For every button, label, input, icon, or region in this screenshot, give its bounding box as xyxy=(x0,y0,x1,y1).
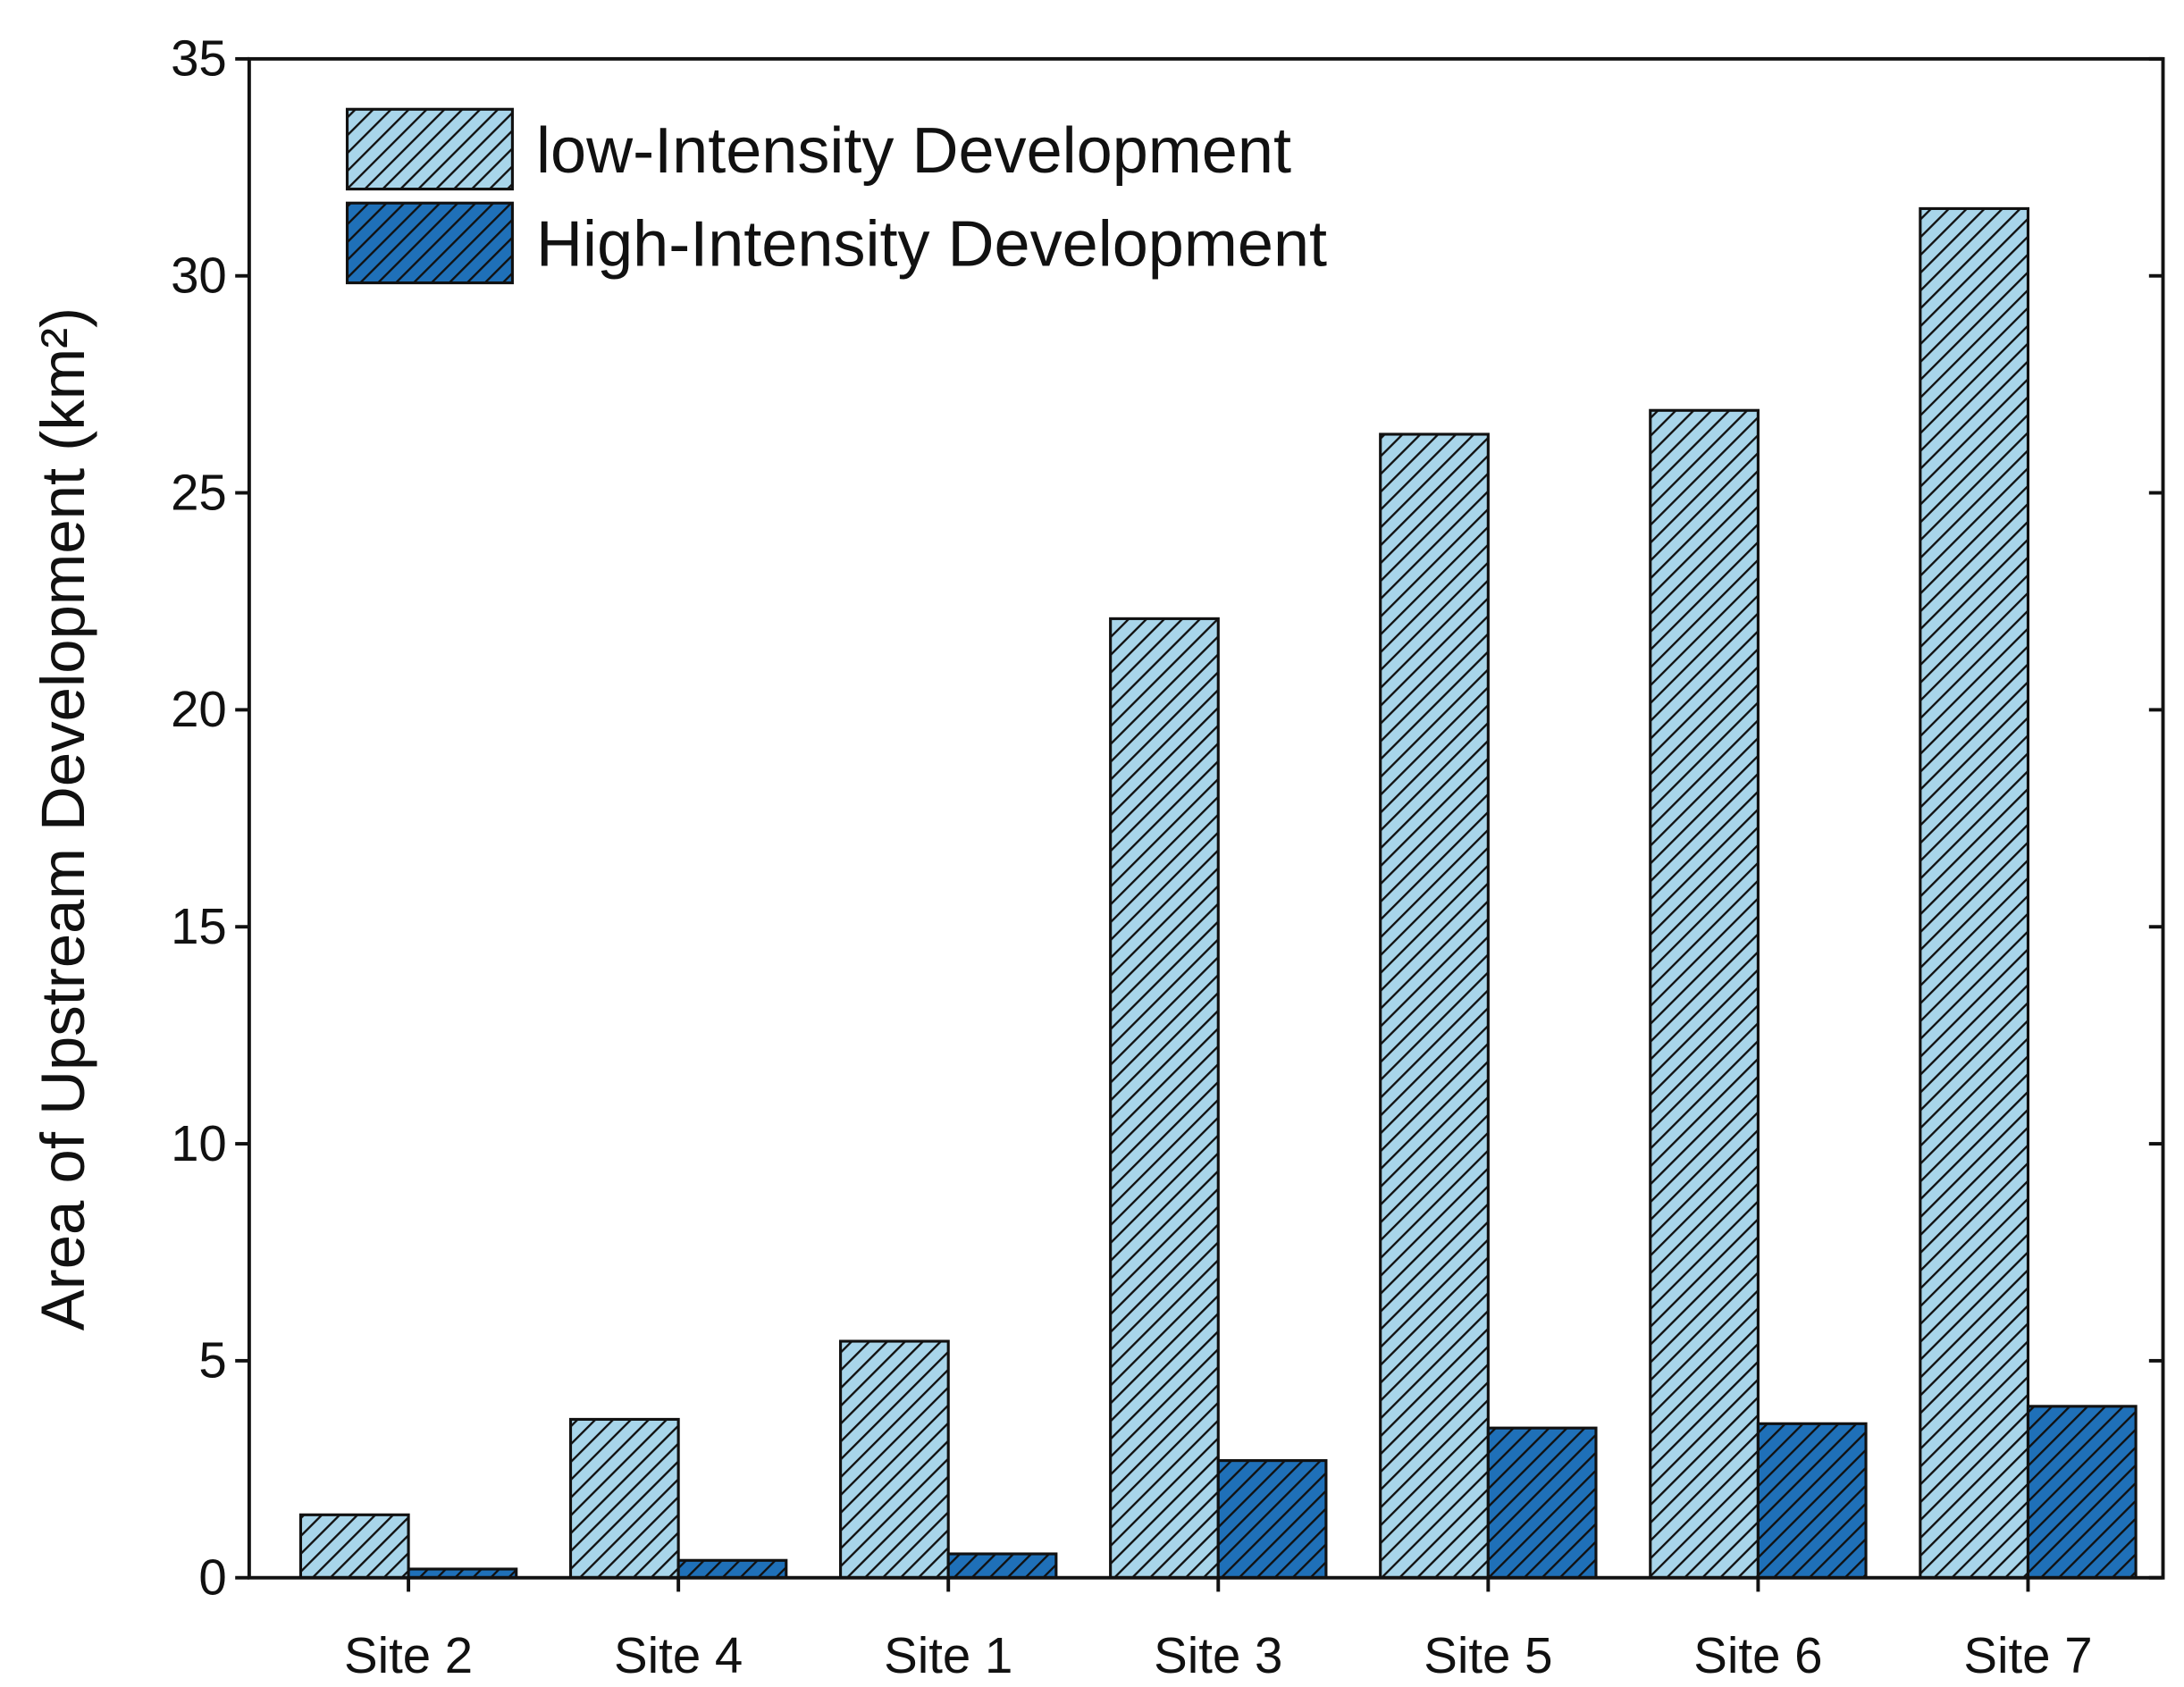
bar xyxy=(1486,1426,1598,1580)
x-tick-label: Site 7 xyxy=(1963,1627,2092,1683)
legend-label: High-Intensity Development xyxy=(536,209,1327,281)
plot-frame xyxy=(247,56,2165,1580)
x-tick-label: Site 1 xyxy=(884,1627,1012,1683)
y-tick-label: 5 xyxy=(198,1332,226,1389)
y-tick-label: 15 xyxy=(171,898,227,954)
bar xyxy=(839,1339,950,1580)
x-tick-label: Site 4 xyxy=(614,1627,743,1683)
y-tick-label: 10 xyxy=(171,1115,227,1171)
bar xyxy=(946,1552,1058,1580)
legend-swatch xyxy=(345,107,514,191)
y-tick-label: 20 xyxy=(171,681,227,737)
y-tick-label: 25 xyxy=(171,464,227,520)
bar xyxy=(568,1417,680,1580)
x-tick-label: Site 3 xyxy=(1154,1627,1282,1683)
x-tick-label: Site 5 xyxy=(1424,1627,1552,1683)
y-tick-label: 0 xyxy=(198,1549,226,1606)
legend-swatch xyxy=(345,201,514,285)
y-axis-label: Area of Upstream Development (km²) xyxy=(29,307,97,1330)
y-tick-label: 30 xyxy=(171,248,227,304)
bar xyxy=(298,1513,410,1580)
bar xyxy=(1756,1422,1868,1580)
bar xyxy=(676,1558,788,1580)
x-tick-label: Site 2 xyxy=(344,1627,473,1683)
bar xyxy=(2026,1405,2138,1580)
bar xyxy=(1216,1459,1328,1580)
bar xyxy=(1379,432,1490,1580)
bar xyxy=(1919,206,2030,1580)
bar xyxy=(1649,408,1760,1580)
x-tick-label: Site 6 xyxy=(1693,1627,1822,1683)
y-tick-label: 35 xyxy=(171,30,227,87)
legend-label: low-Intensity Development xyxy=(536,115,1291,187)
bar xyxy=(1109,617,1220,1580)
